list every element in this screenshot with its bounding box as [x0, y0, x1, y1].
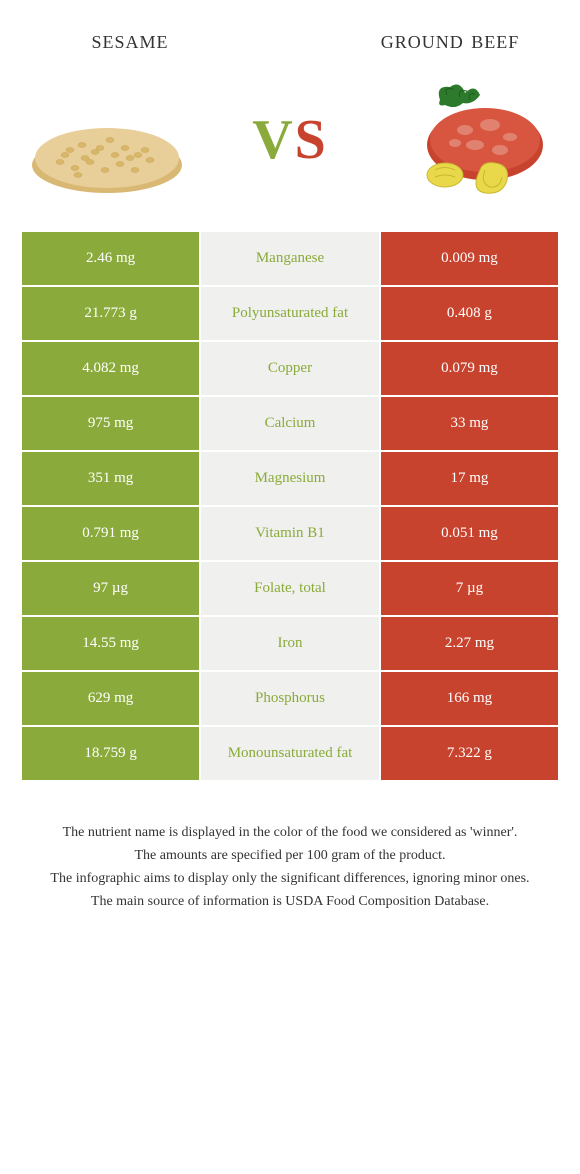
table-row: 629 mgPhosphorus166 mg — [21, 671, 559, 726]
value-left: 21.773 g — [21, 286, 200, 341]
value-left: 97 µg — [21, 561, 200, 616]
food-title-right: ground beef — [350, 26, 550, 55]
nutrient-name: Phosphorus — [200, 671, 380, 726]
value-right: 7 µg — [380, 561, 559, 616]
table-row: 0.791 mgVitamin B10.051 mg — [21, 506, 559, 561]
value-left: 629 mg — [21, 671, 200, 726]
value-right: 166 mg — [380, 671, 559, 726]
table-row: 975 mgCalcium33 mg — [21, 396, 559, 451]
header: sesame ground beef — [0, 0, 580, 65]
table-row: 18.759 gMonounsaturated fat7.322 g — [21, 726, 559, 781]
value-left: 4.082 mg — [21, 341, 200, 396]
food-title-left: sesame — [30, 25, 230, 55]
footer-line-2: The amounts are specified per 100 gram o… — [30, 845, 550, 866]
value-right: 0.051 mg — [380, 506, 559, 561]
value-left: 0.791 mg — [21, 506, 200, 561]
images-row: VS — [0, 65, 580, 230]
table-row: 351 mgMagnesium17 mg — [21, 451, 559, 506]
value-right: 2.27 mg — [380, 616, 559, 671]
footer-line-4: The main source of information is USDA F… — [30, 891, 550, 912]
table-row: 14.55 mgIron2.27 mg — [21, 616, 559, 671]
table-row: 2.46 mgManganese0.009 mg — [21, 231, 559, 286]
value-left: 14.55 mg — [21, 616, 200, 671]
value-right: 0.408 g — [380, 286, 559, 341]
value-left: 2.46 mg — [21, 231, 200, 286]
table-row: 97 µgFolate, total7 µg — [21, 561, 559, 616]
ground-beef-image — [385, 75, 560, 205]
value-left: 351 mg — [21, 451, 200, 506]
nutrient-name: Magnesium — [200, 451, 380, 506]
footer-line-3: The infographic aims to display only the… — [30, 868, 550, 889]
value-right: 17 mg — [380, 451, 559, 506]
nutrient-name: Iron — [200, 616, 380, 671]
nutrient-name: Monounsaturated fat — [200, 726, 380, 781]
nutrient-name: Folate, total — [200, 561, 380, 616]
nutrient-name: Manganese — [200, 231, 380, 286]
value-right: 0.079 mg — [380, 341, 559, 396]
sesame-image — [20, 75, 195, 205]
value-right: 0.009 mg — [380, 231, 559, 286]
vs-label: VS — [252, 108, 328, 172]
nutrient-table: 2.46 mgManganese0.009 mg21.773 gPolyunsa… — [20, 230, 560, 782]
nutrient-name: Vitamin B1 — [200, 506, 380, 561]
footer-notes: The nutrient name is displayed in the co… — [0, 782, 580, 912]
nutrient-name: Copper — [200, 341, 380, 396]
table-row: 21.773 gPolyunsaturated fat0.408 g — [21, 286, 559, 341]
nutrient-name: Polyunsaturated fat — [200, 286, 380, 341]
value-left: 975 mg — [21, 396, 200, 451]
value-right: 7.322 g — [380, 726, 559, 781]
nutrient-name: Calcium — [200, 396, 380, 451]
footer-line-1: The nutrient name is displayed in the co… — [30, 822, 550, 843]
table-row: 4.082 mgCopper0.079 mg — [21, 341, 559, 396]
value-left: 18.759 g — [21, 726, 200, 781]
value-right: 33 mg — [380, 396, 559, 451]
vs-v: V — [252, 109, 294, 171]
vs-s: S — [295, 109, 328, 171]
